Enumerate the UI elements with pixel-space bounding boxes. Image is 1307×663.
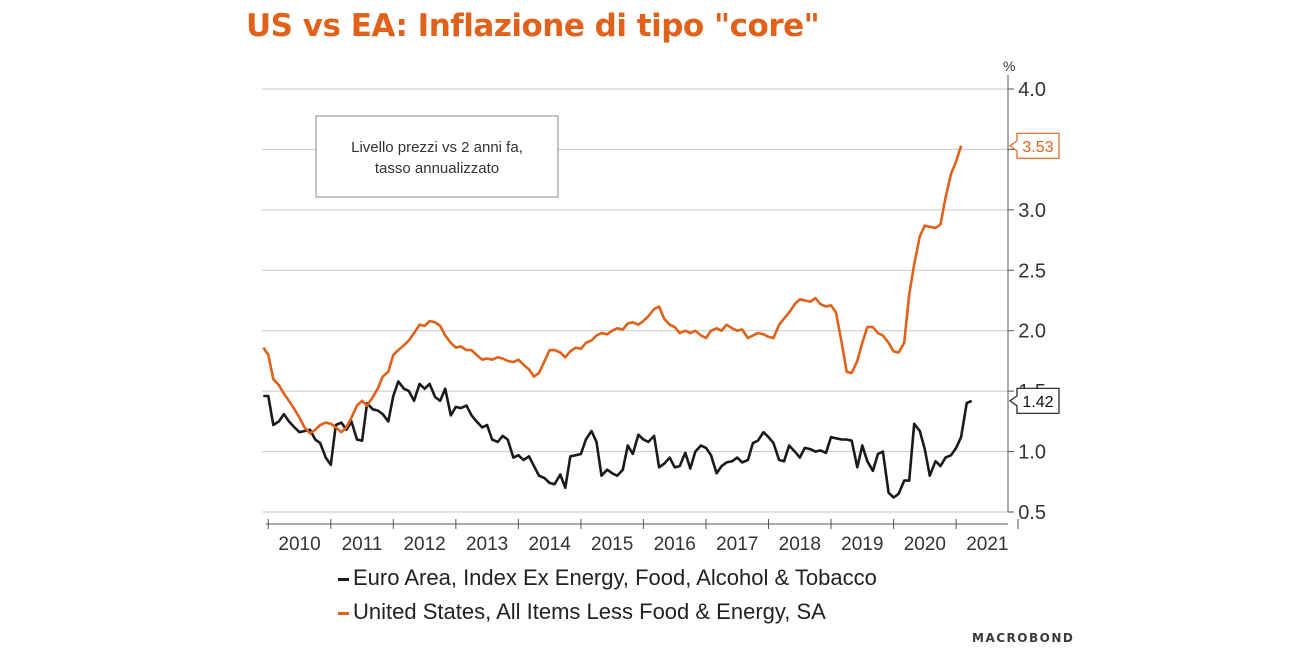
end-label-box-us [1008, 132, 1060, 159]
legend-item-ea: Euro Area, Index Ex Energy, Food, Alcoho… [338, 565, 877, 591]
annotation-frame [315, 115, 559, 198]
y-tick-label: 2.0 [1018, 321, 1046, 343]
x-tick-label: 2010 [278, 534, 320, 555]
x-tick-label: 2021 [966, 534, 1008, 555]
x-tick-label: 2019 [841, 534, 883, 555]
legend-item-us: United States, All Items Less Food & Ene… [338, 599, 826, 625]
x-tick-label: 2013 [466, 534, 508, 555]
annotation-box: Livello prezzi vs 2 anni fa, tasso annual… [315, 115, 559, 198]
gridlines [262, 88, 1008, 513]
macrobond-logo: MACROBOND [972, 631, 1075, 645]
series-line-ea [263, 380, 973, 499]
x-tick-label: 2018 [779, 534, 821, 555]
legend-label-ea: Euro Area, Index Ex Energy, Food, Alcoho… [353, 565, 877, 590]
series-line-us [262, 145, 963, 435]
y-tick-label: 3.0 [1018, 200, 1046, 222]
end-labels: 1.42 3.53 [1008, 132, 1060, 414]
legend-label-us: United States, All Items Less Food & Ene… [353, 599, 826, 624]
end-label-us: 3.53 [1022, 139, 1053, 156]
y-tick-label: 4.0 [1018, 79, 1046, 101]
legend-swatch-ea [338, 577, 349, 581]
x-tick-label: 2016 [654, 534, 696, 555]
x-tick-label: 2011 [342, 534, 383, 555]
legend-swatch-us [338, 611, 349, 615]
y-tick-label: 2.5 [1018, 260, 1046, 282]
end-label-ea: 1.42 [1022, 394, 1053, 411]
end-label-box-ea [1008, 387, 1060, 414]
annotation-text: Livello prezzi vs 2 anni fa, [351, 139, 523, 156]
series-lines [262, 145, 973, 499]
annotation-text: tasso annualizzato [375, 160, 499, 177]
y-tick-label: 0.5 [1018, 502, 1046, 524]
x-tick-label: 2015 [591, 534, 633, 555]
chart-title: US vs EA: Inflazione di tipo "core" [246, 8, 820, 44]
x-tick-label: 2012 [403, 534, 445, 555]
x-tick-label: 2014 [529, 534, 572, 555]
x-tick-label: 2017 [716, 534, 758, 555]
x-tick-label: 2020 [904, 534, 946, 555]
y-unit-label: % [1003, 58, 1015, 74]
y-tick-label: 1.0 [1018, 442, 1046, 464]
